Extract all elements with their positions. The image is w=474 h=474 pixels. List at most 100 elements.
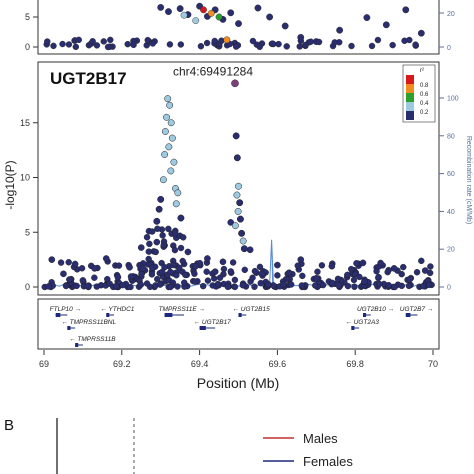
baseline-snp-point-178 [391,283,398,291]
legend-females-label: Females [303,454,353,469]
snp-point-19 [246,246,254,254]
top-baseline-point-41 [166,41,174,48]
ytick-label-1: 5 [25,227,30,237]
baseline-snp-point-161 [299,272,306,280]
cluster-snp-point-36 [154,225,161,232]
top-baseline-point-51 [389,41,396,49]
xtick-label-0: 69 [39,359,49,369]
gene-label-2: TMPRSS11E → [159,306,205,313]
baseline-snp-point-233 [257,279,264,287]
rtick-label-5: 100 [447,96,459,103]
top-baseline-point-30 [412,41,419,48]
baseline-snp-point-226 [66,276,73,283]
ytick-label-0: 0 [25,282,30,292]
cluster-snp-point-37 [180,234,187,241]
baseline-snp-point-250 [335,282,343,289]
top-points [43,2,425,51]
gene-exon-5 [405,313,411,317]
baseline-snp-point-113 [384,268,391,276]
xtick-label-5: 70 [428,359,438,369]
legend-color-1 [406,84,414,93]
cluster-snp-point-34 [139,265,147,272]
rtick-label-3: 60 [447,171,455,178]
baseline-snp-point-85 [154,275,161,283]
baseline-snp-point-200 [361,278,368,285]
top-snp-point-12 [281,22,289,30]
baseline-snp-point-251 [312,282,319,289]
gene-label-3: ← UGT2B15 [233,306,271,313]
baseline-snp-point-256 [356,273,363,281]
baseline-snp-point-244 [127,273,135,280]
ld-legend: r² 0.8 0.6 0.4 0.2 [402,64,436,123]
snp-point-20 [258,270,266,278]
top-baseline-point-57 [72,43,80,51]
cluster-snp-point-6 [159,268,166,276]
top-snp-point-15 [336,26,344,34]
baseline-snp-point-24 [203,268,210,275]
baseline-snp-point-206 [127,283,134,291]
peak-snp-point-14 [155,205,163,213]
legend-color-4 [406,111,414,120]
top-baseline-point-37 [374,36,382,44]
main-points [41,219,435,291]
top-baseline-point-26 [93,42,101,49]
snp-point-31 [421,267,429,274]
baseline-snp-point-43 [204,277,212,284]
top-baseline-point-60 [232,43,240,50]
snp-point-30 [406,276,413,283]
top-rtick-20: 20 [447,11,455,18]
cluster-snp-point-20 [179,257,186,265]
baseline-snp-point-246 [181,279,188,286]
gene-exon-2 [164,313,173,317]
top-baseline-point-61 [149,40,156,47]
baseline-snp-point-232 [57,259,65,266]
peak-snp-point-9 [167,167,175,175]
top-baseline-point-53 [315,38,323,46]
gene-exon-6 [67,326,71,330]
gene-label-8: ← UGT2A3 [345,319,379,326]
peak-snp-point-20 [235,182,242,190]
baseline-snp-point-215 [73,282,80,290]
peak-snp-point-16 [153,217,161,225]
peak-snp-point-28 [240,245,248,253]
top-baseline-point-50 [89,38,96,45]
peak-snp-point-23 [234,207,242,215]
top-snp-point-19 [417,29,425,37]
cluster-snp-point-23 [152,248,159,256]
top-baseline-point-64 [348,42,355,50]
snp-point-28 [375,273,382,281]
snp-point-10 [153,238,161,246]
snp-point-21 [274,261,281,269]
baseline-snp-point-252 [398,270,405,278]
snp-point-14 [192,262,200,270]
snp-point-23 [297,256,305,263]
baseline-snp-point-211 [45,283,52,290]
baseline-snp-point-234 [351,283,358,290]
baseline-snp-point-114 [353,260,360,267]
baseline-snp-point-255 [112,283,120,290]
baseline-snp-point-1 [413,269,421,276]
top-baseline-point-52 [50,42,57,50]
gene-label-4: UGT2B10 → [357,306,394,313]
baseline-snp-point-216 [174,283,181,290]
cluster-snp-point-21 [143,280,151,287]
baseline-snp-point-177 [318,262,326,269]
baseline-snp-point-139 [274,272,281,279]
y-axis-label: -log10(P) [3,160,17,209]
top-baseline-point-58 [249,37,257,45]
cluster-snp-point-30 [170,261,177,269]
ytick-label-2: 10 [20,173,30,183]
top-ld-point-2 [215,13,223,21]
baseline-snp-point-229 [344,282,352,290]
snp-point-15 [204,255,211,262]
baseline-snp-point-167 [418,257,425,265]
legend-color-2 [406,93,414,102]
baseline-snp-point-69 [294,262,301,269]
baseline-snp-point-80 [199,282,207,290]
top-baseline-point-66 [283,43,290,50]
gene-exon-8 [351,326,355,330]
gene-exon-7 [199,326,206,330]
snp-point-13 [184,248,192,256]
top-snp-point-11 [266,13,274,21]
